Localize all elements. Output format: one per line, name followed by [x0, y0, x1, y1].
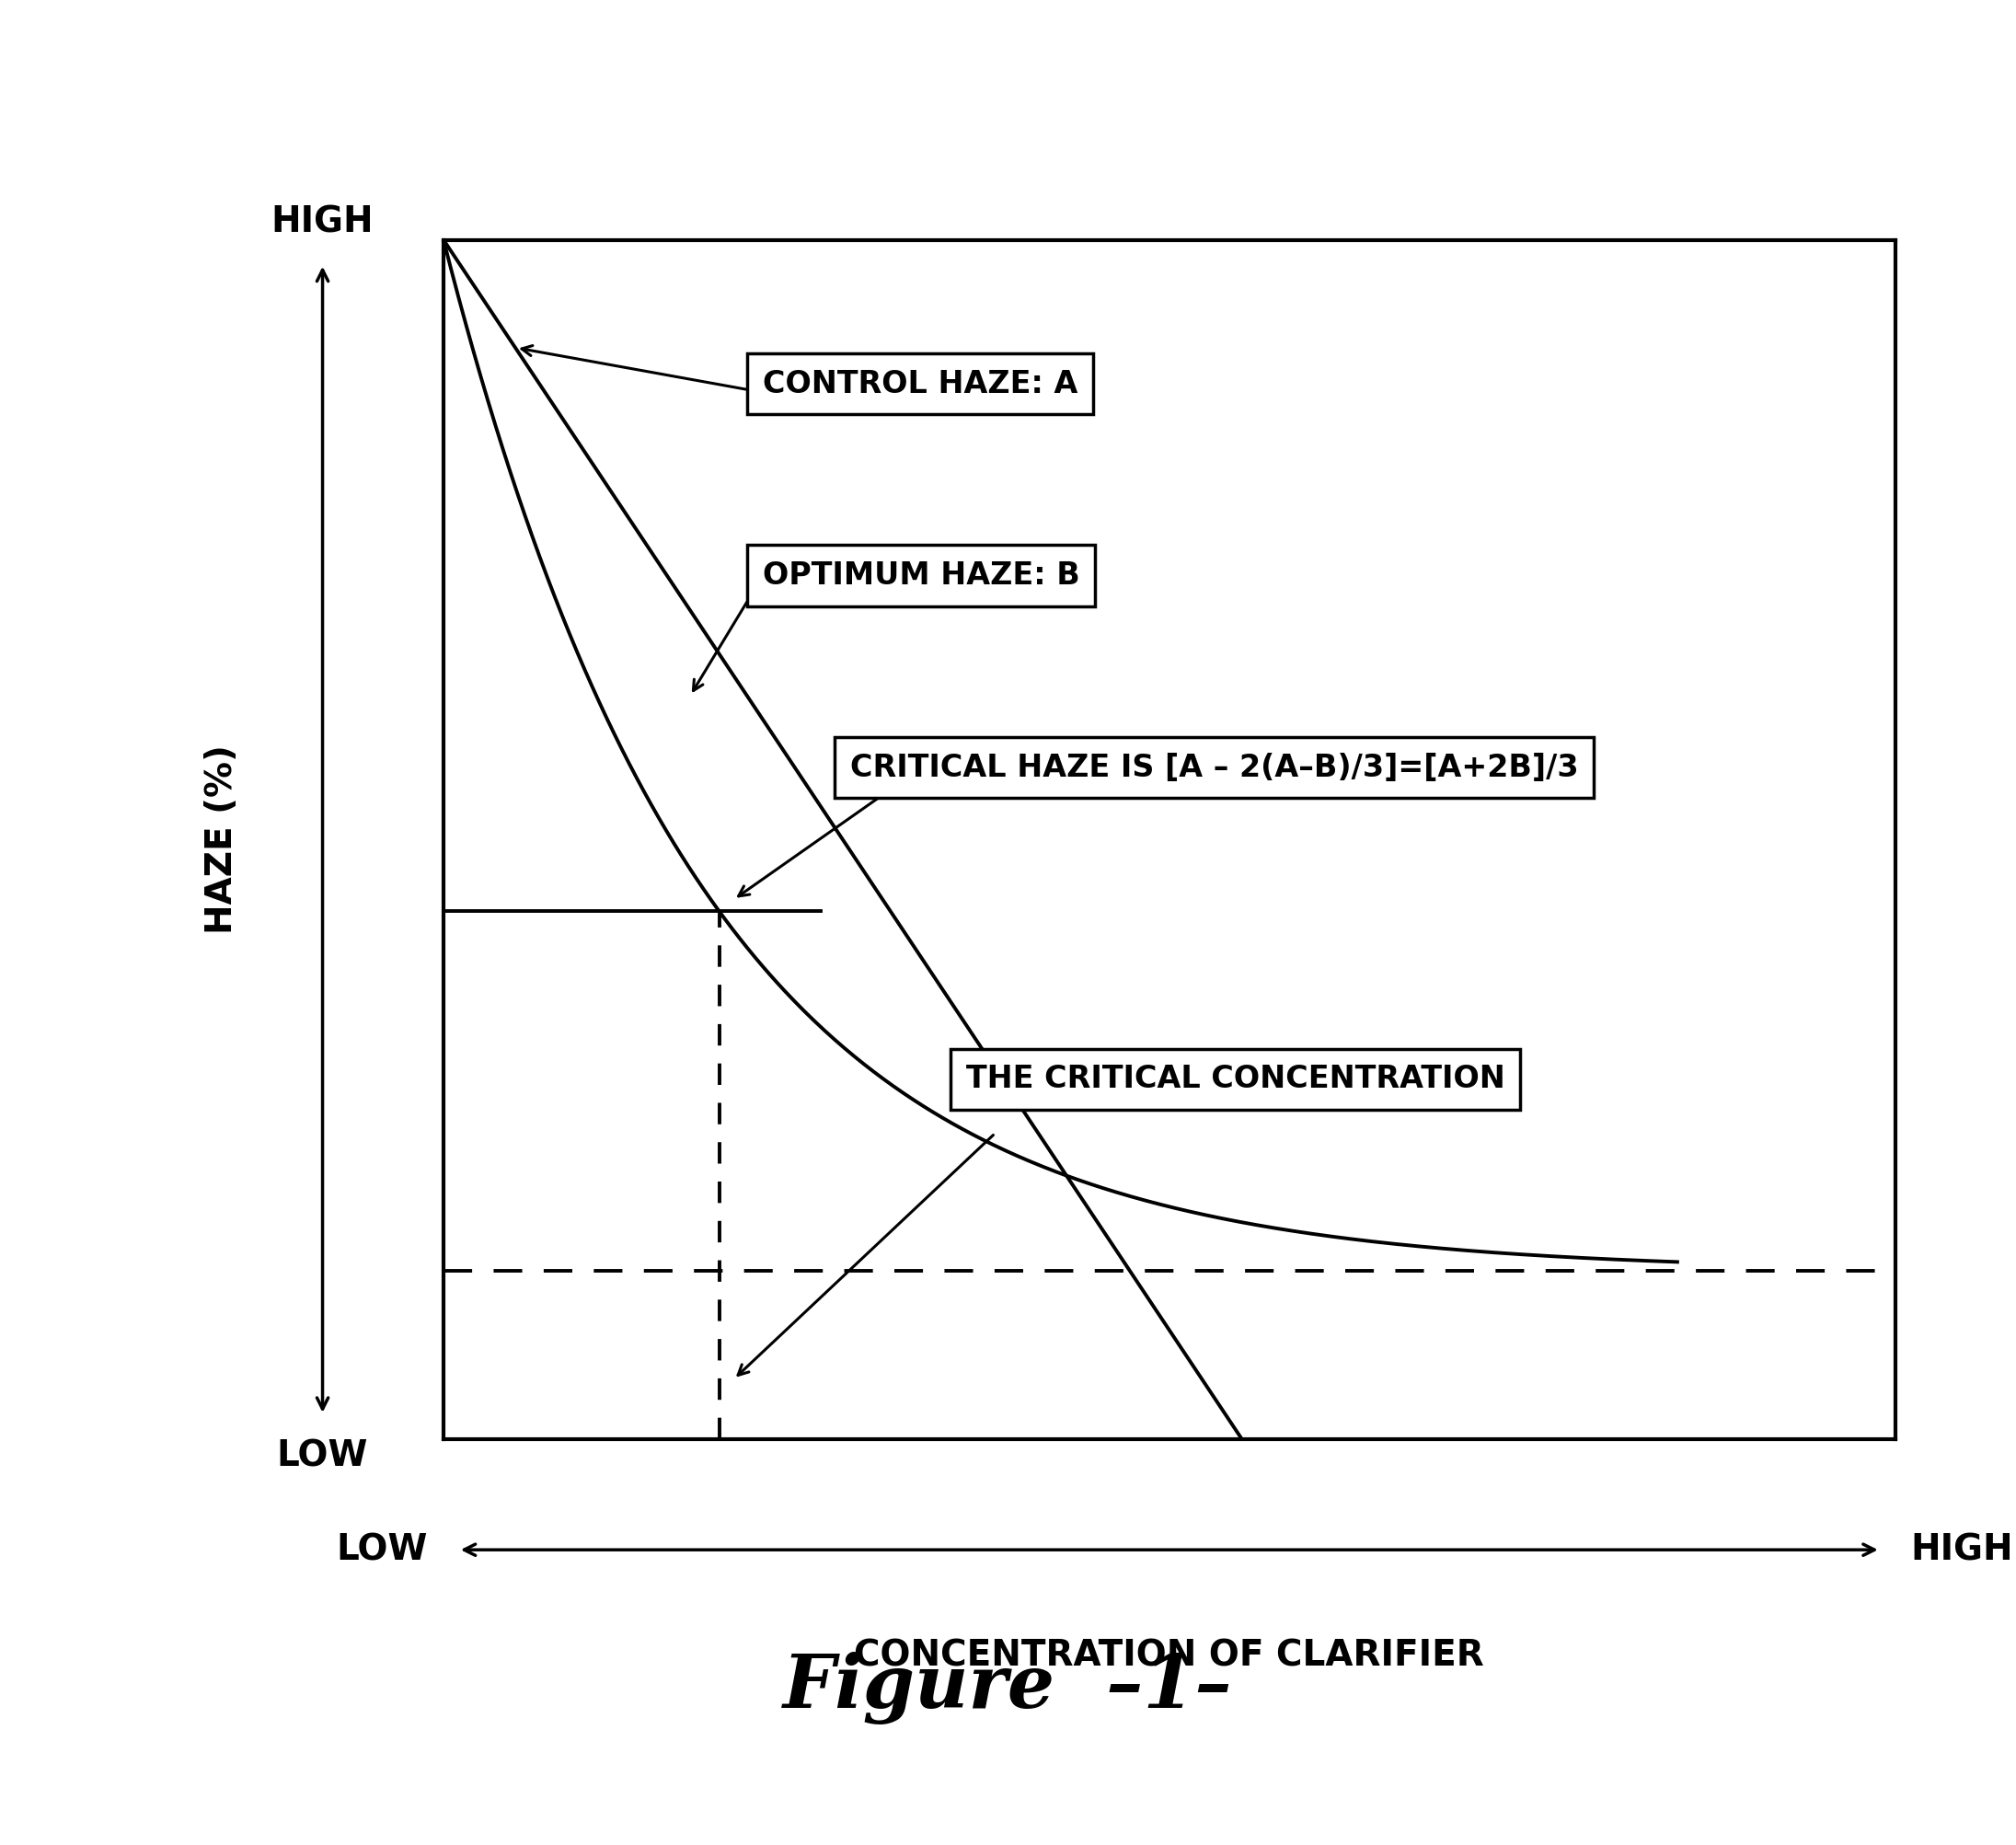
- Text: THE CRITICAL CONCENTRATION: THE CRITICAL CONCENTRATION: [966, 1065, 1506, 1094]
- Text: HIGH: HIGH: [1911, 1533, 2014, 1566]
- Text: CONTROL HAZE: A: CONTROL HAZE: A: [762, 369, 1079, 399]
- Text: CONCENTRATION OF CLARIFIER: CONCENTRATION OF CLARIFIER: [855, 1638, 1484, 1673]
- Text: HIGH: HIGH: [272, 205, 373, 240]
- Text: Figure  –1–: Figure –1–: [782, 1651, 1234, 1725]
- Text: OPTIMUM HAZE: B: OPTIMUM HAZE: B: [762, 561, 1081, 590]
- Text: LOW: LOW: [276, 1439, 369, 1474]
- Text: LOW: LOW: [337, 1533, 427, 1566]
- Text: CRITICAL HAZE IS [A – 2(A–B)/3]=[A+2B]/3: CRITICAL HAZE IS [A – 2(A–B)/3]=[A+2B]/3: [851, 753, 1579, 782]
- Text: HAZE (%): HAZE (%): [204, 745, 240, 934]
